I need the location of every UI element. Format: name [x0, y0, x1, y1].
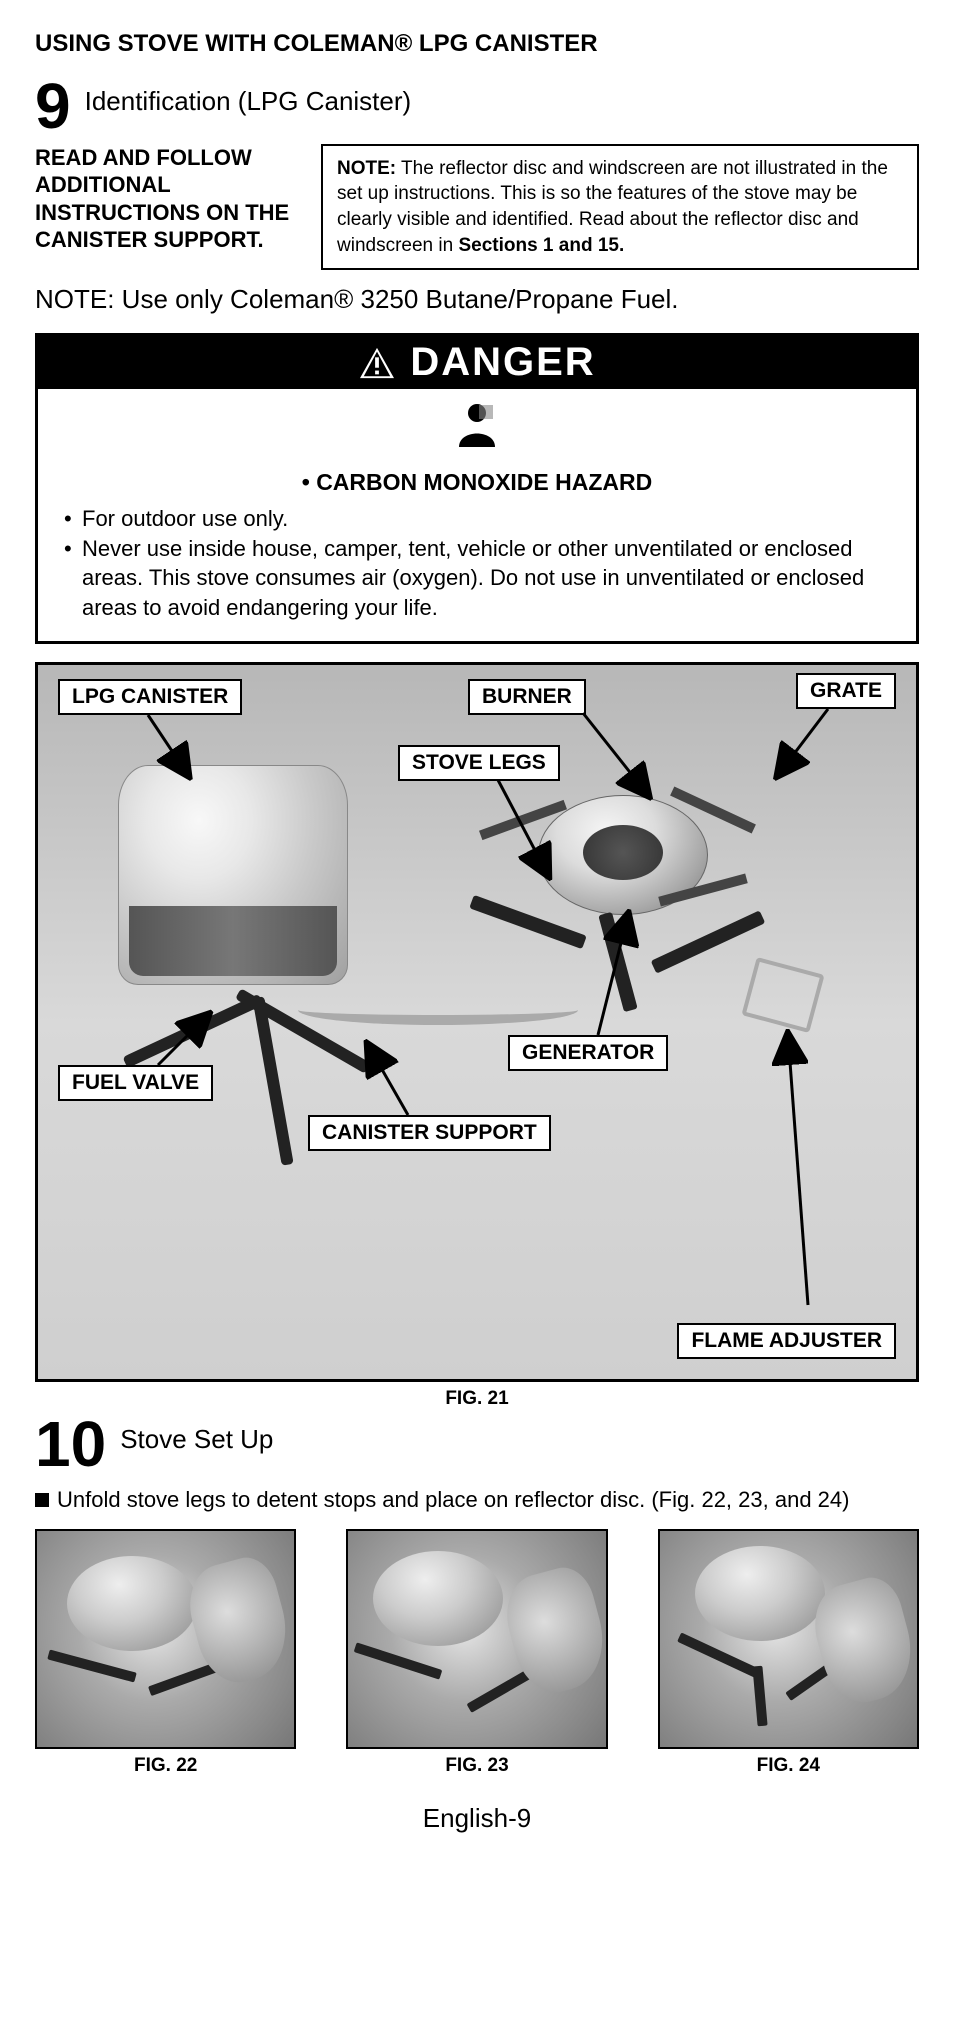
danger-bullets: • For outdoor use only. • Never use insi… [56, 504, 898, 623]
fuel-note: NOTE: Use only Coleman® 3250 Butane/Prop… [35, 284, 919, 315]
reflector-note-box: NOTE: The reflector disc and windscreen … [321, 144, 919, 271]
danger-bullet-1-text: For outdoor use only. [82, 504, 288, 534]
fig22-caption: FIG. 22 [35, 1755, 296, 1777]
diagram-arrows [38, 665, 916, 1379]
note-sections-ref: Sections 1 and 15. [458, 235, 624, 256]
danger-body: • CARBON MONOXIDE HAZARD • For outdoor u… [38, 389, 916, 640]
warning-triangle-icon [358, 346, 396, 380]
step-10-instruction-text: Unfold stove legs to detent stops and pl… [57, 1487, 849, 1513]
step-9-body: READ AND FOLLOW ADDITIONAL INSTRUCTIONS … [35, 144, 919, 271]
note-label: NOTE: [337, 158, 396, 179]
page-footer: English-9 [35, 1803, 919, 1834]
danger-label: DANGER [410, 340, 595, 385]
identification-diagram: LPG CANISTER BURNER GRATE STOVE LEGS GEN… [35, 662, 919, 1382]
fig22: FIG. 22 [35, 1529, 296, 1777]
danger-box: DANGER • CARBON MONOXIDE HAZARD • For ou… [35, 333, 919, 643]
step-10-number: 10 [35, 1416, 106, 1474]
canister-support-instruction: READ AND FOLLOW ADDITIONAL INSTRUCTIONS … [35, 144, 305, 271]
bullet-icon: • [64, 504, 82, 534]
step-10-title: Stove Set Up [120, 1424, 273, 1455]
bullet-icon: • [64, 534, 82, 623]
danger-bullet-1: • For outdoor use only. [64, 504, 898, 534]
fig23-image [346, 1529, 607, 1749]
square-bullet-icon [35, 1493, 49, 1507]
step-9-title: Identification (LPG Canister) [85, 86, 412, 117]
fig21-caption: FIG. 21 [35, 1388, 919, 1410]
step-9-number: 9 [35, 78, 71, 136]
fig24-caption: FIG. 24 [658, 1755, 919, 1777]
hazard-title: • CARBON MONOXIDE HAZARD [56, 467, 898, 498]
step-9-header: 9 Identification (LPG Canister) [35, 78, 919, 136]
figure-row: FIG. 22 FIG. 23 FIG. 24 [35, 1529, 919, 1777]
fig24-image [658, 1529, 919, 1749]
step-10-instruction: Unfold stove legs to detent stops and pl… [35, 1487, 919, 1513]
hazard-person-icon [56, 399, 898, 463]
fig24: FIG. 24 [658, 1529, 919, 1777]
fig23-caption: FIG. 23 [346, 1755, 607, 1777]
danger-header: DANGER [38, 336, 916, 389]
danger-bullet-2-text: Never use inside house, camper, tent, ve… [82, 534, 898, 623]
page-title: USING STOVE WITH COLEMAN® LPG CANISTER [35, 30, 919, 58]
danger-bullet-2: • Never use inside house, camper, tent, … [64, 534, 898, 623]
fig23: FIG. 23 [346, 1529, 607, 1777]
step-10-header: 10 Stove Set Up [35, 1416, 919, 1474]
fig22-image [35, 1529, 296, 1749]
